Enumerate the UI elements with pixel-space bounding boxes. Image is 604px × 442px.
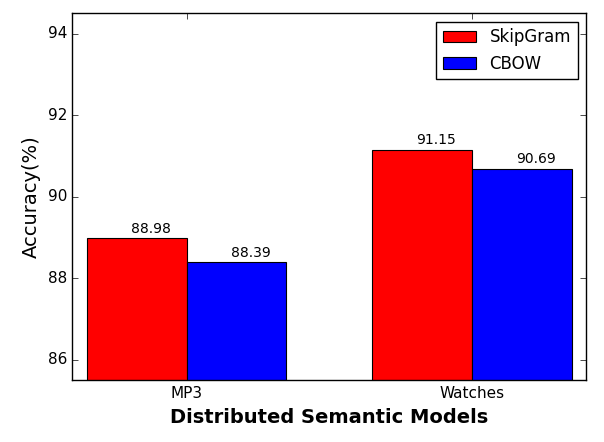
Bar — [187, 262, 286, 442]
Legend: SkipGram, CBOW: SkipGram, CBOW — [436, 22, 577, 79]
Bar — [472, 168, 571, 442]
Y-axis label: Accuracy(%): Accuracy(%) — [22, 135, 40, 258]
Bar — [372, 150, 472, 442]
Text: 91.15: 91.15 — [416, 133, 456, 147]
Text: 88.98: 88.98 — [131, 222, 171, 236]
Text: 90.69: 90.69 — [516, 152, 556, 166]
Text: 88.39: 88.39 — [231, 246, 271, 260]
Bar — [87, 238, 187, 442]
X-axis label: Distributed Semantic Models: Distributed Semantic Models — [170, 408, 488, 427]
